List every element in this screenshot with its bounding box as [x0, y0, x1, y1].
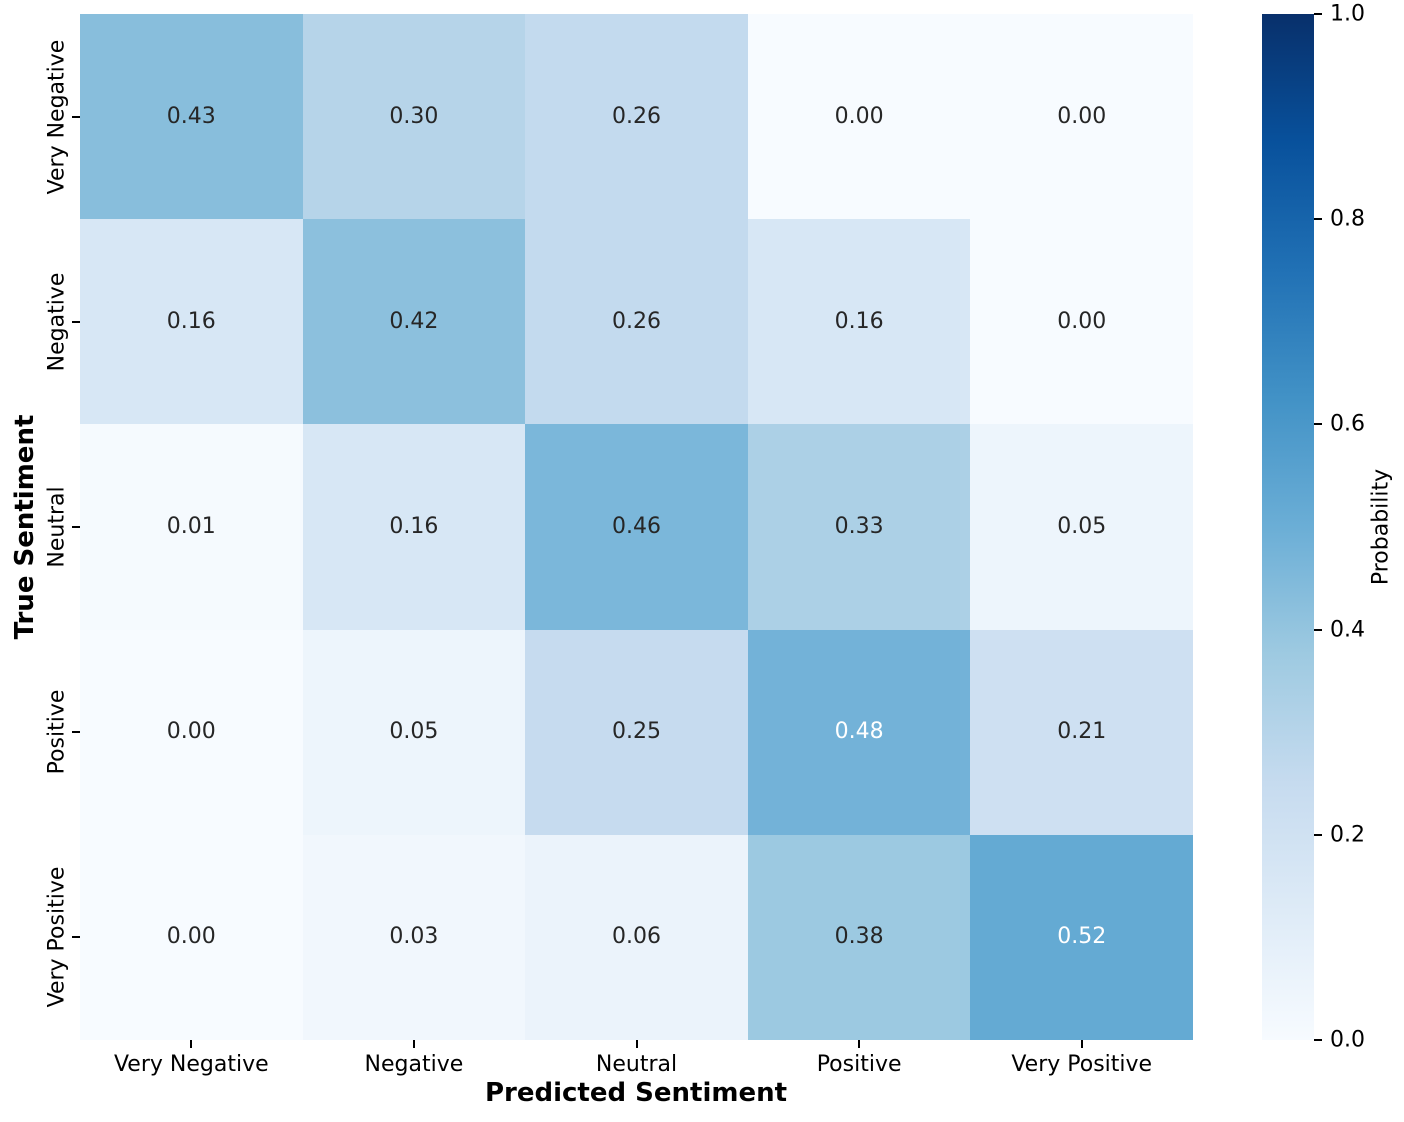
y-tick-mark [72, 731, 80, 734]
heatmap-cell: 0.00 [747, 14, 971, 220]
heatmap-cell: 0.33 [747, 424, 971, 630]
x-tick-label: Very Positive [1011, 1052, 1153, 1077]
heatmap-cell: 0.16 [80, 219, 303, 425]
heatmap-cell: 0.06 [525, 834, 748, 1040]
heatmap-cell: 0.30 [302, 14, 526, 220]
heatmap-grid: 0.43 0.30 0.26 0.00 0.00 0.16 0.42 0.26 0.16 0.00… [80, 14, 1193, 1040]
y-tick-label: Neutral [44, 486, 70, 568]
colorbar-tick-label: 0.4 [1330, 617, 1365, 643]
colorbar-tick-label: 0.6 [1330, 411, 1365, 437]
colorbar-tick-mark [1314, 13, 1322, 15]
colorbar-tick-label: 1.0 [1330, 1, 1365, 27]
colorbar-tick-mark [1314, 833, 1322, 836]
y-tick-label: Positive [44, 689, 70, 775]
colorbar-gradient [1262, 14, 1314, 1040]
heatmap-cell: 0.46 [525, 424, 748, 630]
x-tick-mark [1080, 1040, 1083, 1048]
heatmap-cell: 0.48 [747, 629, 971, 835]
heatmap-cell: 0.16 [747, 219, 971, 425]
x-tick-label: Very Negative [113, 1052, 269, 1077]
heatmap-cell: 0.25 [525, 629, 748, 835]
x-axis-label: Predicted Sentiment [484, 1078, 788, 1108]
y-tick-label: Very Negative [44, 39, 70, 194]
heatmap-cell: 0.05 [302, 629, 526, 835]
heatmap-cell: 0.00 [970, 219, 1193, 425]
heatmap-cell: 0.21 [970, 629, 1193, 835]
y-tick-mark [72, 115, 80, 118]
y-tick-label: Negative [44, 272, 70, 372]
heatmap-cell: 0.16 [302, 424, 526, 630]
y-axis-label: True Sentiment [10, 414, 40, 640]
heatmap-cell: 0.52 [970, 834, 1193, 1040]
y-tick-label: Very Positive [44, 867, 70, 1008]
colorbar-tick-mark [1314, 218, 1322, 221]
x-tick-mark [858, 1040, 861, 1048]
heatmap-cell: 0.26 [525, 219, 748, 425]
x-tick-mark [412, 1040, 415, 1048]
heatmap-cell: 0.03 [302, 834, 526, 1040]
colorbar-tick-label: 0.2 [1330, 822, 1365, 848]
colorbar-tick-mark [1314, 628, 1322, 631]
heatmap-cell: 0.00 [80, 834, 303, 1040]
x-tick-mark [635, 1040, 638, 1048]
x-tick-mark [190, 1040, 193, 1048]
heatmap-cell: 0.01 [80, 424, 303, 630]
x-tick-label: Positive [816, 1052, 902, 1077]
y-tick-mark [72, 320, 80, 323]
heatmap-cell: 0.38 [747, 834, 971, 1040]
colorbar-tick-mark [1314, 1039, 1322, 1041]
colorbar-tick-mark [1314, 423, 1322, 426]
heatmap-cell: 0.00 [970, 14, 1193, 220]
y-tick-mark [72, 526, 80, 528]
colorbar-tick-label: 0.8 [1330, 206, 1365, 232]
colorbar-label: Probability [1368, 468, 1394, 586]
heatmap-cell: 0.43 [80, 14, 303, 220]
heatmap-cell: 0.42 [302, 219, 526, 425]
heatmap-cell: 0.26 [525, 14, 748, 220]
heatmap-cell: 0.05 [970, 424, 1193, 630]
colorbar-tick-label: 0.0 [1330, 1027, 1365, 1053]
x-tick-label: Neutral [595, 1052, 678, 1077]
x-tick-label: Negative [364, 1052, 464, 1077]
heatmap-cell: 0.00 [80, 629, 303, 835]
y-tick-mark [72, 936, 80, 939]
